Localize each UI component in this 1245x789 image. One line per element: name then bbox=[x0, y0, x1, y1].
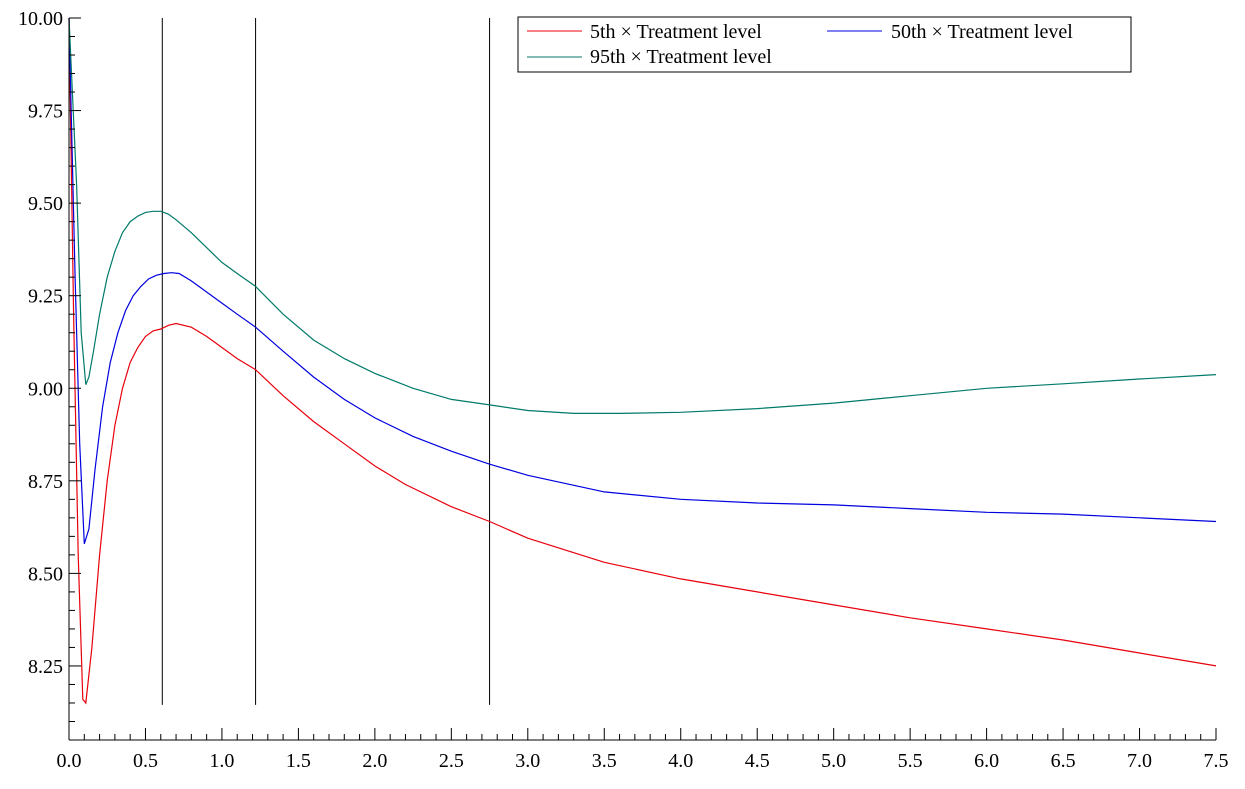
y-tick-label-8-75: 8.75 bbox=[28, 471, 63, 493]
x-tick-label-0: 0.0 bbox=[57, 750, 82, 772]
x-tick-label-6-5: 6.5 bbox=[1051, 750, 1076, 772]
legend-label-5th: 5th × Treatment level bbox=[590, 21, 762, 43]
x-tick-label-3: 3.0 bbox=[515, 750, 540, 772]
x-tick-label-1: 1.0 bbox=[209, 750, 234, 772]
legend: 5th × Treatment level 50th × Treatment l… bbox=[517, 16, 1132, 73]
x-tick-label-1-5: 1.5 bbox=[286, 750, 311, 772]
x-tick-label-2: 2.0 bbox=[362, 750, 387, 772]
x-axis-ticks: 0.0 0.5 1.0 1.5 2.0 2.5 3.0 3.5 4.0 4.5 5.0 5.5 6.0 6… bbox=[57, 728, 1229, 772]
x-tick-label-4-5: 4.5 bbox=[745, 750, 770, 772]
y-tick-label-10: 10.00 bbox=[18, 8, 63, 30]
legend-label-50th: 50th × Treatment level bbox=[891, 21, 1073, 43]
series-lines bbox=[68, 17, 1217, 705]
reference-lines bbox=[161, 18, 491, 705]
y-tick-label-9-75: 9.75 bbox=[28, 101, 63, 123]
series-line-5th bbox=[68, 17, 1217, 705]
x-tick-label-6: 6.0 bbox=[974, 750, 999, 772]
x-tick-label-5: 5.0 bbox=[821, 750, 846, 772]
y-tick-label-9-5: 9.50 bbox=[28, 193, 63, 215]
x-tick-label-7: 7.0 bbox=[1127, 750, 1152, 772]
series-line-50th bbox=[68, 17, 1217, 544]
x-tick-label-5-5: 5.5 bbox=[898, 750, 923, 772]
x-tick-label-4: 4.0 bbox=[668, 750, 693, 772]
legend-box bbox=[517, 16, 1132, 73]
y-tick-label-8-25: 8.25 bbox=[28, 656, 63, 678]
y-tick-label-8-5: 8.50 bbox=[28, 563, 63, 585]
x-tick-label-7-5: 7.5 bbox=[1204, 750, 1229, 772]
x-tick-label-0-5: 0.5 bbox=[133, 750, 158, 772]
x-tick-label-2-5: 2.5 bbox=[439, 750, 464, 772]
series-line-95th bbox=[68, 17, 1217, 414]
x-tick-label-3-5: 3.5 bbox=[592, 750, 617, 772]
y-axis-ticks: 8.25 8.50 8.75 9.00 9.25 9.50 9.75 10.00 bbox=[18, 8, 81, 741]
y-tick-label-9: 9.00 bbox=[28, 378, 63, 400]
axes bbox=[68, 18, 1216, 741]
y-tick-label-9-25: 9.25 bbox=[28, 286, 63, 308]
legend-label-95th: 95th × Treatment level bbox=[590, 46, 772, 68]
